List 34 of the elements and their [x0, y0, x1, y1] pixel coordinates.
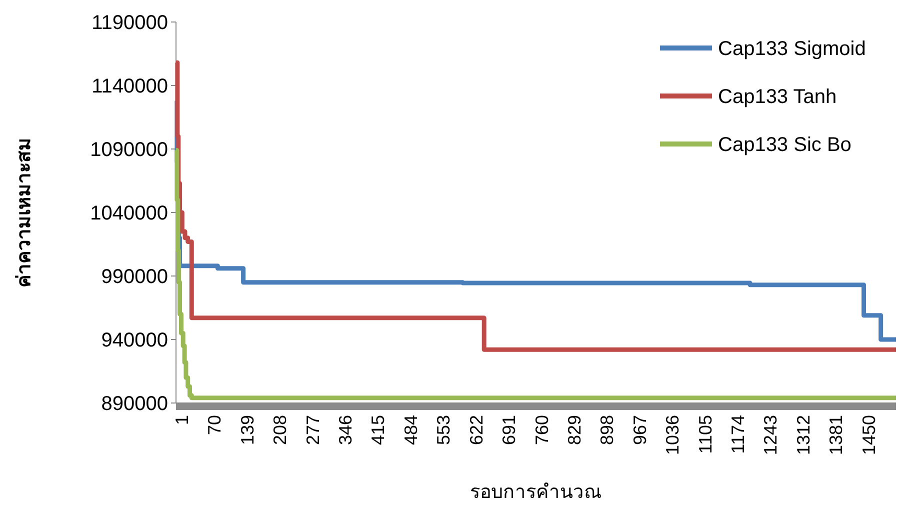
x-tick-label: 1450 — [858, 415, 879, 456]
x-tick-label: 1174 — [728, 415, 748, 454]
x-axis-title: รอบการคำนวณ — [470, 482, 602, 503]
y-tick-label: 1090000 — [90, 139, 168, 161]
legend-label: Cap133 Sigmoid — [718, 38, 866, 60]
x-tick-label: 346 — [336, 415, 356, 446]
x-tick-label: 967 — [630, 415, 650, 446]
x-tick-label: 1 — [172, 415, 192, 426]
x-tick-label: 1243 — [760, 415, 781, 456]
x-tick-label: 553 — [434, 415, 454, 446]
x-tick-label: 139 — [237, 415, 258, 446]
x-tick-label: 1036 — [662, 415, 683, 456]
legend-label: Cap133 Sic Bo — [718, 134, 852, 156]
x-tick-label: 208 — [270, 415, 290, 446]
x-tick-label: 1312 — [793, 415, 814, 456]
y-tick-label: 940000 — [101, 330, 168, 352]
y-tick-label: 990000 — [101, 266, 168, 288]
legend-label: Cap133 Tanh — [718, 86, 837, 108]
x-tick-label: 415 — [368, 415, 388, 446]
x-tick-label: 898 — [597, 415, 618, 446]
y-axis-title: ค่าความเหมาะสม — [14, 138, 35, 288]
y-tick-label: 890000 — [101, 393, 168, 415]
x-tick-label: 1381 — [826, 415, 846, 456]
x-tick-label: 829 — [564, 415, 584, 446]
x-tick-label: 691 — [499, 415, 520, 446]
x-tick-label: 1105 — [695, 415, 716, 454]
x-tick-label: 277 — [302, 415, 323, 446]
y-tick-label: 1040000 — [90, 202, 168, 224]
y-tick-label: 1190000 — [92, 12, 168, 34]
x-tick-label: 484 — [400, 415, 421, 446]
x-tick-label: 622 — [466, 415, 486, 446]
y-tick-label: 1140000 — [92, 76, 168, 98]
x-tick-label: 70 — [204, 415, 225, 436]
x-tick-label: 760 — [532, 415, 552, 446]
